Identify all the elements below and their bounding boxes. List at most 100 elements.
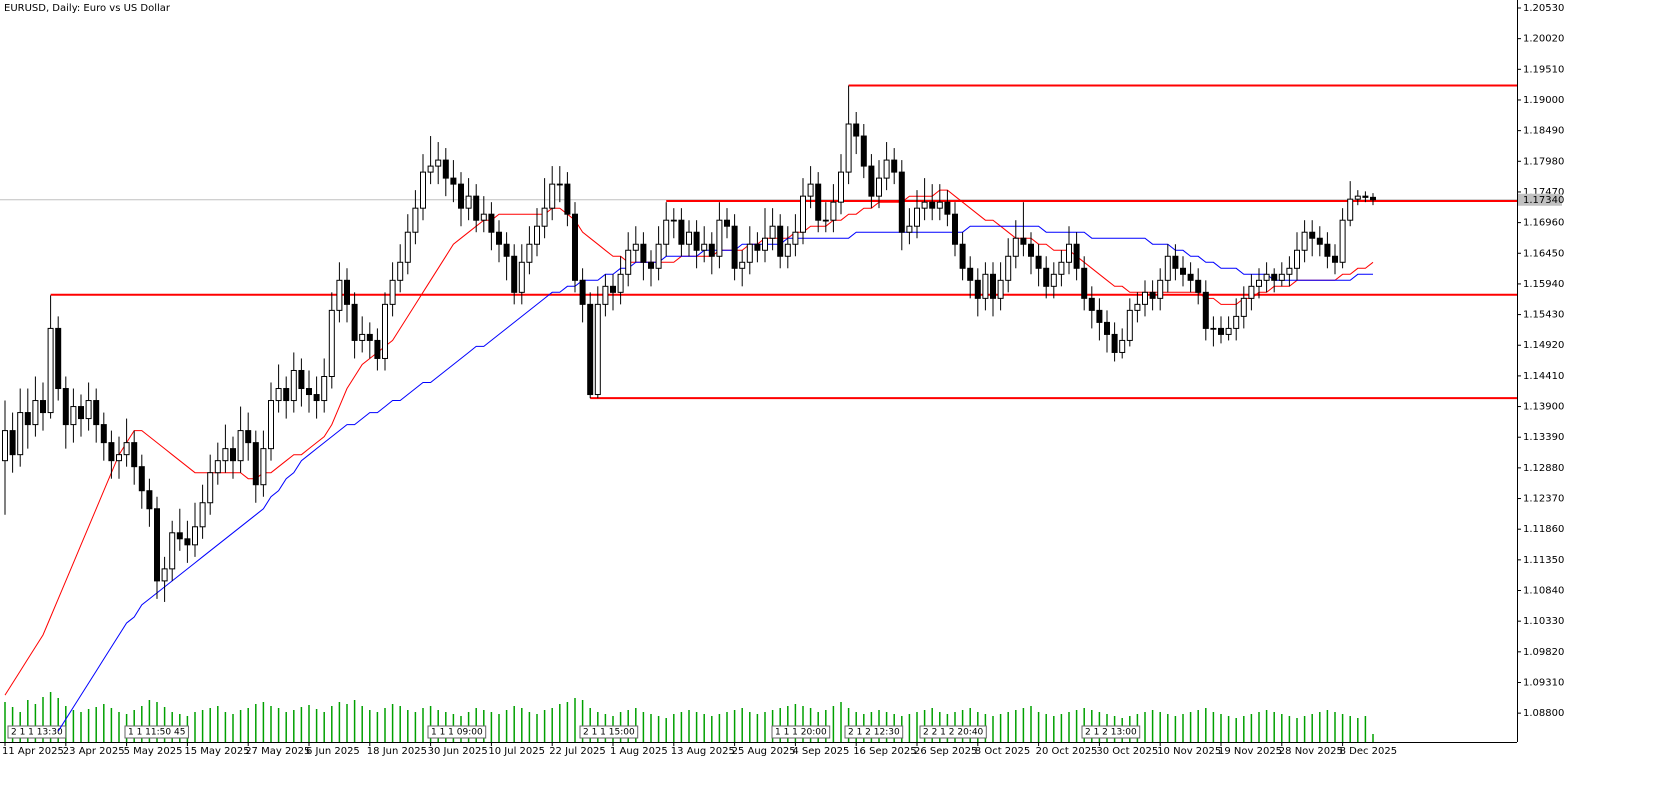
event-marker: 1 1 1 20:00 xyxy=(771,725,831,739)
candle-body xyxy=(511,255,518,293)
candle-body xyxy=(1073,243,1080,269)
x-tick-label: 20 Oct 2025 xyxy=(1036,746,1098,757)
candle-body xyxy=(1157,279,1164,299)
candle-body xyxy=(769,225,776,239)
event-box xyxy=(771,725,831,739)
x-tick-label: 19 Nov 2025 xyxy=(1218,746,1282,757)
candle-body xyxy=(1104,321,1110,335)
event-label: 2 1 2 12:30 xyxy=(848,728,900,738)
candle-body xyxy=(906,225,913,233)
candle-body xyxy=(351,303,358,341)
candle-body xyxy=(290,369,297,402)
candle-body xyxy=(1347,198,1354,221)
y-tick-label: 1.09310 xyxy=(1523,677,1564,688)
y-tick-label: 1.09820 xyxy=(1523,647,1564,658)
candle-body xyxy=(154,508,160,582)
candle-body xyxy=(283,388,290,402)
candle-body xyxy=(1210,327,1217,330)
event-marker: 1 1 1 09:00 xyxy=(427,725,487,739)
candle-body xyxy=(610,285,616,293)
y-tick-label: 1.14920 xyxy=(1523,340,1564,351)
candle-body xyxy=(1111,333,1118,353)
y-tick-label: 1.12880 xyxy=(1523,463,1564,474)
x-tick-label: 1 Aug 2025 xyxy=(610,746,668,757)
candle-body xyxy=(40,400,46,414)
candle-body xyxy=(260,448,267,486)
candle-body xyxy=(321,376,328,402)
candle-body xyxy=(921,201,928,209)
candle-body xyxy=(473,195,480,221)
event-label: 2 1 1 15:00 xyxy=(583,728,635,738)
candle-body xyxy=(17,412,24,456)
candle-body xyxy=(1362,195,1369,198)
candle-body xyxy=(1172,255,1179,269)
y-tick-label: 1.11860 xyxy=(1523,524,1564,535)
candle-body xyxy=(359,333,366,341)
candle-body xyxy=(1149,291,1156,299)
event-label: 1 1 1 09:00 xyxy=(431,728,483,738)
candle-body xyxy=(1164,255,1171,281)
candle-body xyxy=(724,219,730,227)
x-tick-label: 18 Jun 2025 xyxy=(367,746,427,757)
y-tick-label: 1.19000 xyxy=(1523,95,1564,106)
candle-body xyxy=(1309,231,1316,239)
candle-body xyxy=(967,267,974,281)
candle-body xyxy=(670,219,677,222)
candle-body xyxy=(587,303,594,396)
candle-body xyxy=(268,400,274,450)
candle-body xyxy=(1370,196,1376,201)
candle-body xyxy=(1043,267,1050,287)
candle-body xyxy=(754,243,761,251)
x-tick-label: 27 May 2025 xyxy=(245,746,310,757)
x-tick-label: 30 Jun 2025 xyxy=(428,746,488,757)
candle-body xyxy=(100,424,107,444)
candle-body xyxy=(617,273,624,293)
candle-body xyxy=(1263,273,1270,281)
y-tick-label: 1.08800 xyxy=(1523,708,1564,719)
y-tick-label: 1.15940 xyxy=(1523,279,1564,290)
candle-body xyxy=(822,219,829,222)
current-price-label: 1.17340 xyxy=(1523,195,1564,206)
candle-body xyxy=(1301,231,1308,251)
candle-body xyxy=(32,400,39,426)
candle-body xyxy=(716,219,723,257)
candle-body xyxy=(1271,273,1278,281)
candle-body xyxy=(1005,255,1012,281)
candle-body xyxy=(534,225,540,245)
candle-body xyxy=(777,225,784,257)
y-tick-label: 1.16450 xyxy=(1523,248,1564,259)
candle-body xyxy=(306,388,312,396)
candle-body xyxy=(883,159,890,179)
candle-body xyxy=(990,273,996,299)
x-tick-label: 8 Dec 2025 xyxy=(1340,746,1398,757)
event-box xyxy=(844,725,904,739)
candle-body xyxy=(1354,195,1361,200)
candle-body xyxy=(480,213,487,221)
candle-body xyxy=(1035,255,1042,269)
candle-body xyxy=(420,171,426,209)
candle-body xyxy=(427,165,434,173)
candle-body xyxy=(914,207,920,227)
candle-body xyxy=(845,123,852,173)
candle-body xyxy=(214,460,221,474)
event-label: 1 1 1 20:00 xyxy=(775,728,827,738)
candle-body xyxy=(860,135,867,167)
candle-body xyxy=(655,243,662,269)
candle-body xyxy=(1218,327,1224,335)
candle-body xyxy=(602,285,609,305)
candle-body xyxy=(1324,243,1331,257)
candle-body xyxy=(648,261,654,269)
candle-body xyxy=(176,532,183,540)
candle-body xyxy=(146,490,153,510)
candle-body xyxy=(85,400,92,420)
candle-body xyxy=(458,183,464,209)
candle-body xyxy=(792,231,799,245)
candle-body xyxy=(929,201,936,209)
y-tick-label: 1.14410 xyxy=(1523,371,1564,382)
candle-body xyxy=(1225,327,1232,335)
candle-body xyxy=(1058,261,1065,275)
candle-body xyxy=(344,279,350,305)
x-tick-label: 4 Sep 2025 xyxy=(792,746,849,757)
